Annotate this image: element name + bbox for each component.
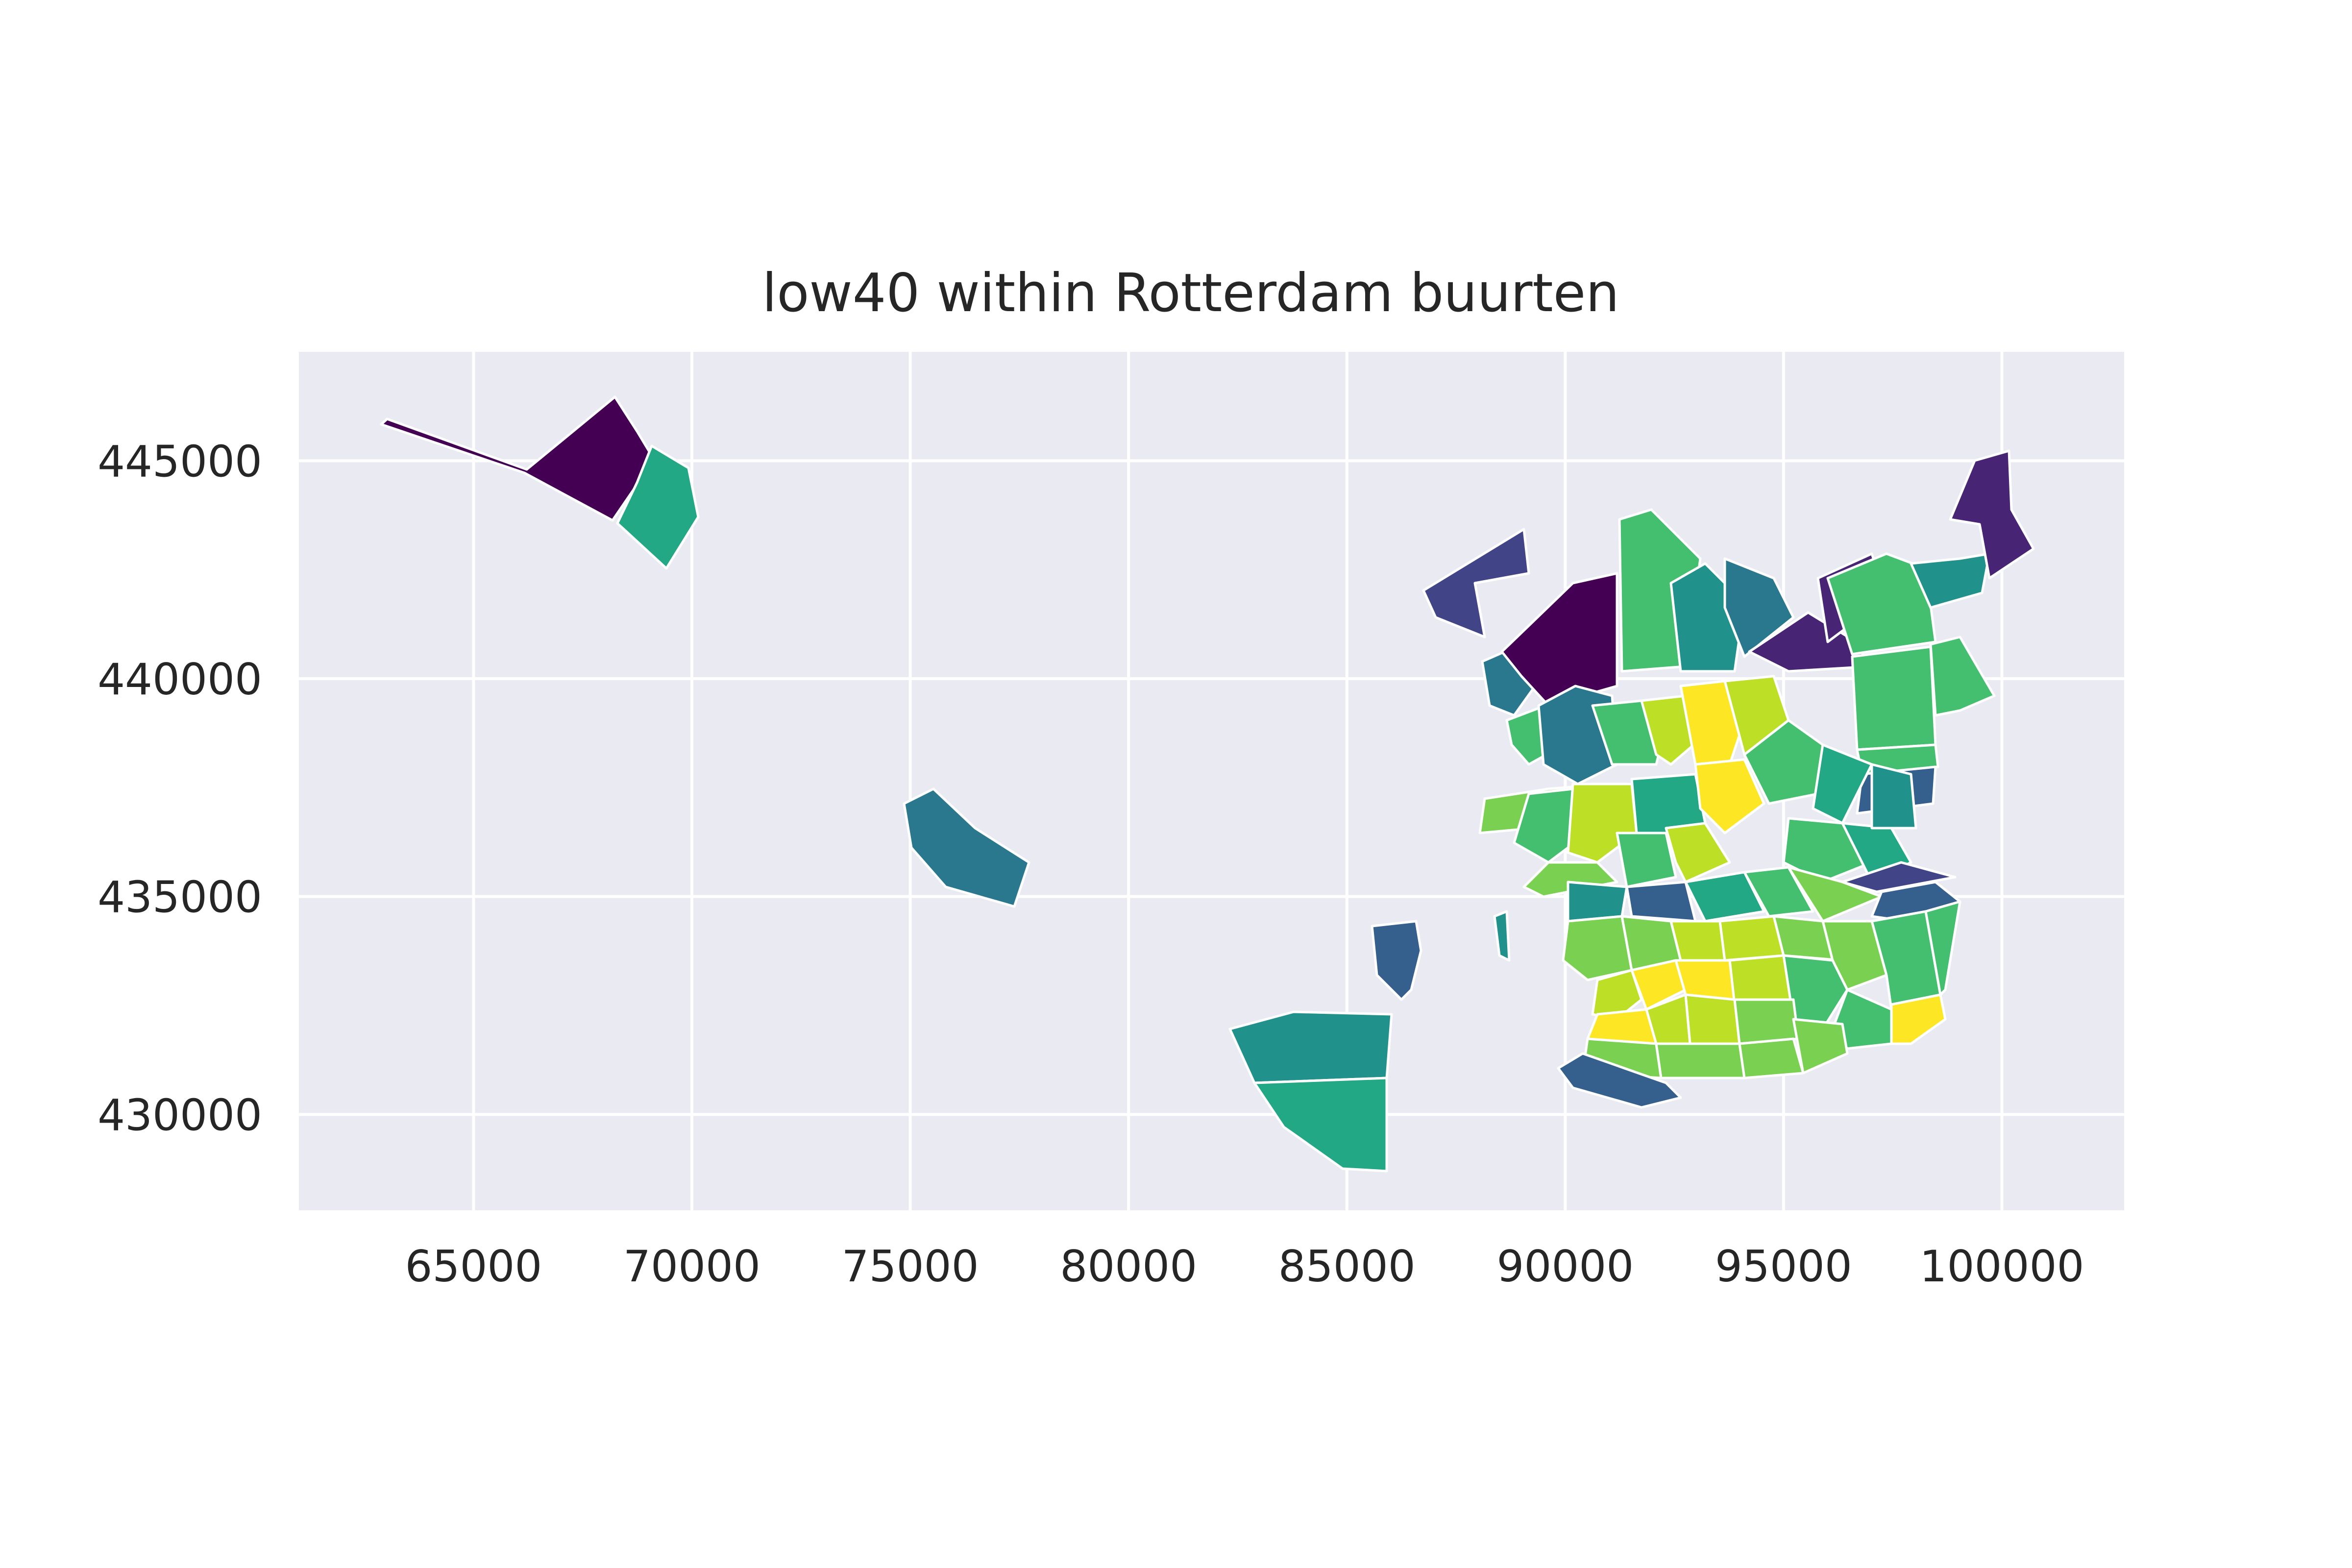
neighbourhood-region (1684, 993, 1741, 1050)
x-tick-label: 65000 (405, 1241, 542, 1292)
neighbourhood-region (1669, 920, 1726, 962)
neighbourhood-region (1733, 998, 1800, 1045)
neighbourhood-region (1557, 1052, 1682, 1109)
neighbourhood-region (1493, 910, 1511, 962)
neighbourhood-region (903, 787, 1030, 908)
neighbourhood-region (1500, 572, 1618, 707)
neighbourhood-region (1841, 861, 1957, 893)
neighbourhood-region (616, 444, 700, 570)
y-tick-label: 440000 (98, 654, 262, 705)
neighbourhood-region (1929, 636, 1996, 717)
neighbourhood-region (1851, 645, 1937, 751)
neighbourhood-region (1674, 959, 1736, 1001)
y-tick-label: 435000 (98, 872, 262, 923)
neighbourhood-region (1694, 758, 1765, 834)
neighbourhood-region (1422, 528, 1530, 638)
neighbourhood-region (1718, 915, 1785, 962)
neighbourhood-region (1738, 1037, 1805, 1079)
neighbourhood-region (1591, 969, 1643, 1021)
neighbourhood-region (1890, 993, 1947, 1045)
neighbourhood-region (1567, 881, 1628, 923)
x-tick-label: 85000 (1278, 1241, 1416, 1292)
neighbourhood-region (1625, 881, 1697, 923)
x-tick-label: 100000 (1920, 1241, 2084, 1292)
neighbourhood-region (1792, 1018, 1849, 1075)
neighbourhood-region (1228, 1010, 1393, 1084)
neighbourhood-region (1723, 557, 1795, 658)
neighbourhood-region (1655, 1042, 1746, 1079)
neighbourhood-regions (380, 395, 2035, 1173)
map-title: low40 within Rotterdam buurten (762, 263, 1619, 324)
neighbourhood-region (380, 395, 656, 522)
neighbourhood-region (1684, 871, 1765, 923)
x-tick-label: 75000 (842, 1241, 979, 1292)
x-axis-ticks: 65000 70000 75000 80000 85000 90000 95000 10000… (405, 1241, 2084, 1292)
neighbourhood-region (1562, 915, 1633, 981)
y-tick-label: 430000 (98, 1090, 262, 1140)
y-axis-ticks: 430000 435000 440000 445000 (98, 436, 262, 1140)
neighbourhood-region (1870, 763, 1917, 830)
neighbourhood-region (1371, 920, 1422, 1001)
x-tick-label: 95000 (1715, 1241, 1852, 1292)
neighbourhood-region (1665, 822, 1731, 883)
neighbourhood-region (1910, 552, 1991, 609)
neighbourhood-region (1924, 900, 1961, 996)
x-tick-label: 70000 (623, 1241, 760, 1292)
neighbourhood-region (1253, 1077, 1388, 1173)
neighbourhood-region (1743, 866, 1814, 918)
neighbourhood-region (1616, 832, 1677, 888)
x-tick-label: 80000 (1060, 1241, 1197, 1292)
x-tick-label: 90000 (1496, 1241, 1634, 1292)
y-tick-label: 445000 (98, 436, 262, 487)
neighbourhood-region (1949, 449, 2035, 580)
